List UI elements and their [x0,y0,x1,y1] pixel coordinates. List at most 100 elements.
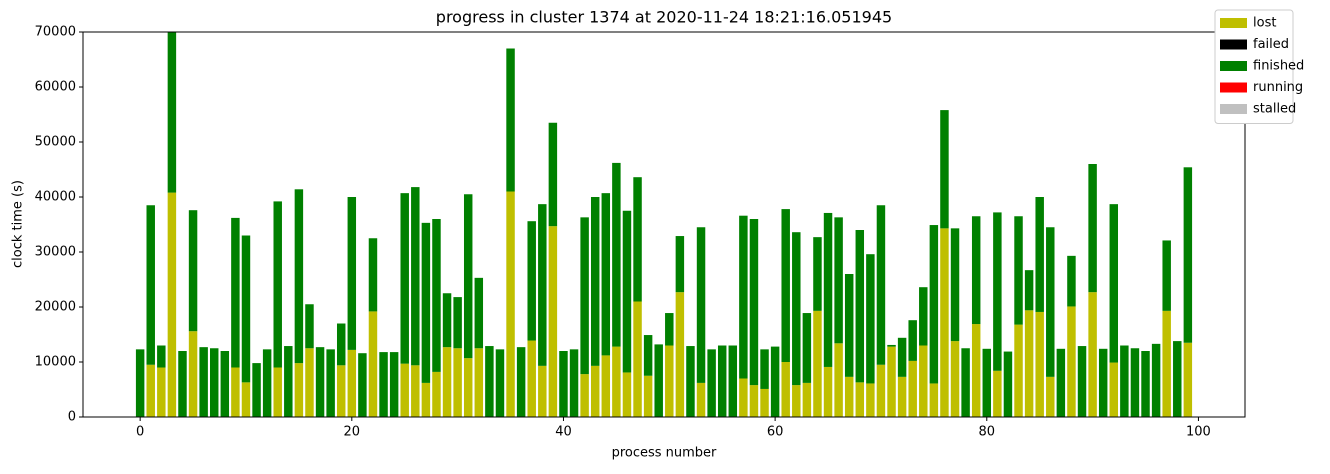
bar-segment [612,162,621,347]
bar-segment [686,346,695,417]
bar-segment [294,189,304,364]
y-tick-label: 10000 [35,355,76,370]
y-axis-label: clock time (s) [11,180,26,268]
y-tick-label: 70000 [35,25,76,40]
bar-segment [590,365,600,417]
bar-segment [167,32,177,193]
y-tick-label: 60000 [35,80,76,95]
bar-segment [802,313,812,383]
bar-segment [453,348,462,417]
bar-segment [887,346,896,417]
bar-segment [1109,204,1119,363]
bar-segment [855,382,865,417]
bar-segment [919,345,928,417]
bar-segment [1130,348,1140,417]
bar-segment [940,110,949,229]
bar-segment [199,347,208,417]
bar-segment [421,222,431,383]
bar-segment [813,310,822,417]
bar-segment [506,191,515,417]
bar-segment [696,227,706,383]
bar-segment [961,348,970,417]
bar-segment [844,274,854,377]
bar-segment [633,301,642,417]
legend-label: failed [1253,37,1289,52]
bar-segment [495,349,505,417]
legend-label: stalled [1253,102,1296,117]
bar-segment [855,230,865,383]
bar-segment [1141,351,1150,417]
bar-segment [548,226,558,417]
y-tick-label: 20000 [35,300,76,315]
bar-segment [538,365,547,417]
bar-segment [940,228,949,417]
bar-segment [294,363,304,417]
bar-segment [654,344,663,417]
bar-segment [178,351,187,417]
bar-segment [241,382,251,417]
legend-swatch [1220,104,1247,114]
bar-segment [389,352,399,417]
bar-segment [739,215,748,379]
bar-segment [1067,255,1076,307]
bar-segment [971,216,981,325]
bar-segment [1056,348,1066,417]
y-tick-label: 0 [68,410,76,425]
x-tick-label: 0 [136,425,144,440]
bar-segment [834,217,843,344]
bar-segment [188,331,198,417]
bar-segment [1088,292,1097,417]
bar-segment [474,277,484,349]
bar-segment [157,367,166,417]
bar-segment [548,122,558,227]
bar-segment [633,177,642,302]
bar-segment [516,347,526,417]
bar-segment [1151,343,1161,417]
bar-segment [146,205,155,365]
bar-segment [1183,342,1193,417]
bar-segment [273,367,282,417]
bar-segment [231,367,240,417]
bar-segment [305,304,314,349]
x-tick-label: 40 [555,425,572,440]
legend-swatch [1220,61,1247,71]
bar-segment [760,349,769,389]
legend-swatch [1220,82,1247,93]
bar-segment [601,193,611,356]
bar-segment [749,385,759,417]
bar-segment [1162,240,1171,311]
bar-segment [612,346,621,417]
bar-segment [919,287,928,346]
bar-segment [442,347,452,417]
bar-segment [717,345,727,417]
bar-segment [538,204,547,366]
bar-segment [580,217,589,375]
bar-segment [326,349,335,417]
bar-segment [432,219,441,372]
bar-segment [1120,345,1129,417]
bar-segment [876,364,886,417]
bar-segment [559,351,568,417]
bar-segment [188,210,198,332]
bar-segment [400,193,409,364]
bar-segment [982,348,992,417]
bar-segment [336,323,346,366]
bar-segment [569,349,579,417]
bar-segment [1024,270,1034,311]
bar-segment [971,324,981,417]
bar-segment [739,378,748,417]
bar-segment [760,388,769,417]
bar-segment [442,293,452,348]
bar-segment [1024,310,1034,417]
bar-segment [347,349,357,417]
bar-segment [463,194,473,359]
legend-label: finished [1253,59,1304,74]
bar-segment [379,352,388,417]
x-tick-label: 80 [979,425,996,440]
bar-segment [315,347,325,417]
bar-segment [209,348,219,417]
bar-segment [802,382,812,417]
legend-box [1214,9,1294,124]
bar-segment [792,385,801,417]
bar-segment [358,353,367,417]
